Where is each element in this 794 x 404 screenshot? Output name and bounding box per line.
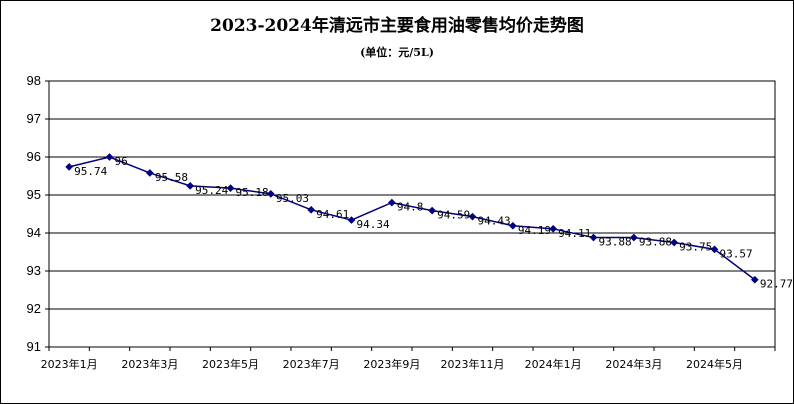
y-tick-label: 98 bbox=[27, 73, 41, 88]
data-label: 93.88 bbox=[599, 236, 632, 249]
x-tick-label: 2023年3月 bbox=[121, 357, 178, 371]
y-tick-label: 97 bbox=[27, 111, 41, 126]
data-point bbox=[307, 205, 316, 214]
data-label: 93.57 bbox=[720, 247, 753, 260]
data-point bbox=[468, 212, 477, 221]
x-tick-label: 2023年5月 bbox=[202, 357, 259, 371]
data-label: 94.34 bbox=[357, 218, 390, 231]
data-label: 92.77 bbox=[760, 278, 793, 291]
y-tick-label: 94 bbox=[27, 225, 41, 240]
data-label: 96 bbox=[115, 155, 128, 168]
x-tick-label: 2024年1月 bbox=[525, 357, 582, 371]
data-point bbox=[186, 181, 195, 190]
data-point bbox=[750, 275, 759, 284]
y-tick-label: 95 bbox=[27, 187, 41, 202]
data-label: 95.74 bbox=[74, 165, 107, 178]
data-point bbox=[549, 224, 558, 233]
data-point bbox=[145, 169, 154, 177]
data-label: 94.43 bbox=[478, 215, 511, 228]
x-tick-label: 2024年5月 bbox=[686, 357, 743, 371]
data-label: 94.59 bbox=[437, 209, 470, 222]
data-label: 93.88 bbox=[639, 236, 672, 249]
chart-subtitle: (单位：元/5L) bbox=[360, 45, 434, 59]
y-tick-label: 96 bbox=[27, 149, 41, 164]
x-tick-label: 2023年9月 bbox=[363, 357, 420, 371]
data-label: 94.8 bbox=[397, 201, 424, 214]
data-label: 94.19 bbox=[518, 224, 551, 237]
data-label: 95.03 bbox=[276, 192, 309, 205]
y-tick-label: 92 bbox=[27, 301, 41, 316]
data-point bbox=[508, 221, 517, 230]
y-tick-label: 93 bbox=[27, 263, 41, 278]
data-label: 94.61 bbox=[316, 208, 349, 221]
plot-border bbox=[48, 80, 776, 348]
data-point bbox=[266, 189, 275, 198]
series-line bbox=[68, 156, 756, 281]
data-point bbox=[589, 233, 598, 242]
data-point bbox=[65, 162, 74, 171]
x-tick-label: 2023年7月 bbox=[283, 357, 340, 371]
data-label: 95.58 bbox=[155, 171, 188, 184]
x-tick-label: 2023年11月 bbox=[441, 357, 505, 371]
x-tick-label: 2023年1月 bbox=[41, 357, 98, 371]
data-label: 93.75 bbox=[679, 241, 712, 254]
data-label: 95.24 bbox=[195, 184, 228, 197]
data-point bbox=[387, 198, 396, 207]
data-point bbox=[629, 233, 638, 242]
data-point bbox=[428, 206, 437, 215]
data-point bbox=[710, 245, 719, 254]
data-label: 95.18 bbox=[236, 186, 269, 199]
data-point bbox=[226, 184, 235, 193]
data-point bbox=[347, 216, 356, 225]
data-point bbox=[670, 238, 679, 247]
x-tick-label: 2024年3月 bbox=[605, 357, 662, 371]
data-label: 94.11 bbox=[558, 227, 591, 240]
y-tick-label: 91 bbox=[27, 339, 41, 354]
data-point bbox=[105, 153, 114, 161]
chart-title: 2023-2024年清远市主要食用油零售均价走势图 bbox=[210, 15, 584, 36]
